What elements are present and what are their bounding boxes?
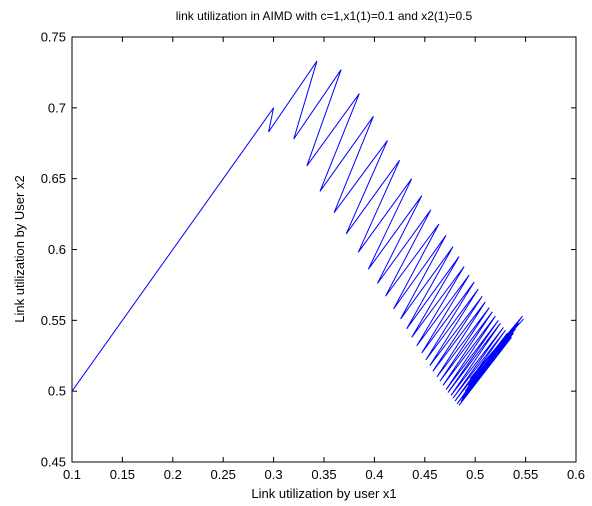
x-tick-label: 0.2	[164, 467, 182, 482]
x-tick-label: 0.25	[211, 467, 236, 482]
x-tick-label: 0.55	[513, 467, 538, 482]
x-tick-label: 0.4	[365, 467, 383, 482]
plot-area	[71, 36, 577, 463]
y-tick-label: 0.45	[41, 455, 66, 470]
x-tick-label: 0.15	[110, 467, 135, 482]
series-layer	[71, 60, 524, 406]
x-tick-label: 0.45	[412, 467, 437, 482]
x-axis-label: Link utilization by user x1	[251, 486, 396, 501]
y-tick-label: 0.7	[48, 100, 66, 115]
x-axis-ticks: 0.1 0.15 0.2 0.25 0.3 0.35 0.4 0.45 0.5 0.55 0.6	[63, 37, 585, 482]
x-tick-label: 0.1	[63, 467, 81, 482]
y-axis-label: Link utilization by User x2	[12, 175, 27, 322]
y-tick-label: 0.6	[48, 242, 66, 257]
y-tick-label: 0.55	[41, 313, 66, 328]
y-axis-ticks: 0.45 0.5 0.55 0.6 0.65 0.7 0.75	[41, 30, 576, 470]
x-tick-label: 0.6	[567, 467, 585, 482]
y-tick-label: 0.75	[41, 30, 66, 45]
x-tick-label: 0.3	[265, 467, 283, 482]
chart-title: link utilization in AIMD with c=1,x1(1)=…	[176, 9, 473, 23]
y-tick-label: 0.5	[48, 384, 66, 399]
y-tick-label: 0.65	[41, 171, 66, 186]
x-tick-label: 0.35	[311, 467, 336, 482]
x-tick-label: 0.5	[466, 467, 484, 482]
series-line	[71, 60, 524, 406]
